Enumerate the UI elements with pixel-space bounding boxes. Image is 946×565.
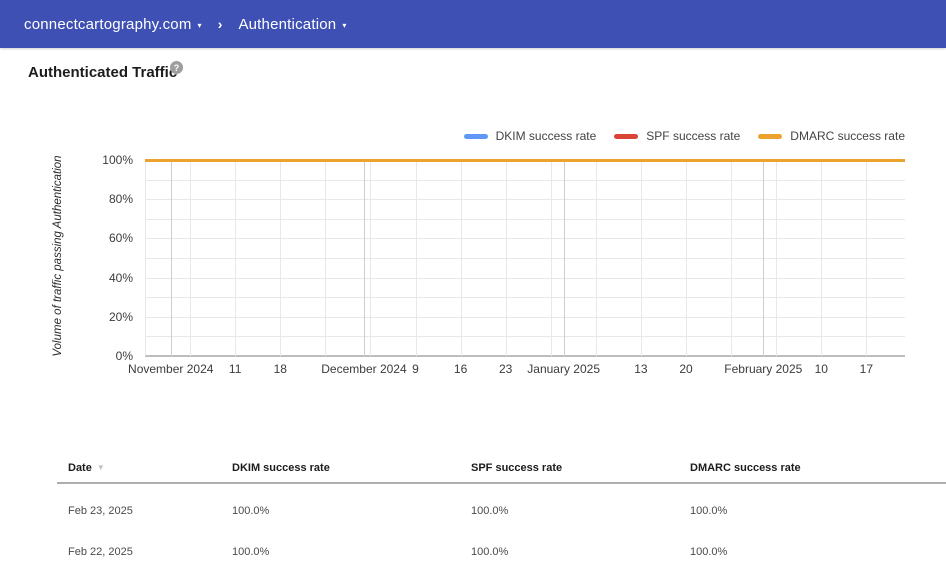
column-header-dmarc-success-rate[interactable]: DMARC success rate bbox=[690, 462, 801, 474]
x-axis-line bbox=[145, 355, 905, 357]
rate-cell: 100.0% bbox=[690, 546, 727, 558]
v-gridline bbox=[370, 160, 371, 356]
h-gridline bbox=[145, 238, 905, 239]
section-selector-label: Authentication bbox=[238, 16, 336, 33]
h-gridline bbox=[145, 219, 905, 220]
v-gridline bbox=[776, 160, 777, 356]
y-tick-label: 80% bbox=[85, 192, 133, 206]
x-tick-label: 17 bbox=[801, 362, 931, 376]
rate-cell: 100.0% bbox=[232, 505, 269, 517]
month-gridline bbox=[763, 160, 764, 356]
y-tick-label: 0% bbox=[85, 349, 133, 363]
y-tick-label: 20% bbox=[85, 310, 133, 324]
rate-cell: 100.0% bbox=[471, 505, 508, 517]
h-gridline bbox=[145, 199, 905, 200]
y-axis-line bbox=[145, 160, 146, 356]
h-gridline bbox=[145, 297, 905, 298]
chart-legend: DKIM success rate SPF success rate DMARC s… bbox=[464, 129, 905, 143]
v-gridline bbox=[821, 160, 822, 356]
legend-swatch bbox=[758, 134, 782, 139]
h-gridline bbox=[145, 278, 905, 279]
chevron-down-icon: ▾ bbox=[198, 21, 202, 30]
rate-cell: 100.0% bbox=[471, 546, 508, 558]
y-tick-label: 40% bbox=[85, 271, 133, 285]
chevron-down-icon: ▾ bbox=[342, 21, 346, 30]
column-header-date[interactable]: Date▼ bbox=[68, 462, 105, 474]
page-title: Authenticated Traffic bbox=[28, 64, 177, 81]
h-gridline bbox=[145, 336, 905, 337]
v-gridline bbox=[190, 160, 191, 356]
v-gridline bbox=[461, 160, 462, 356]
rate-cell: 100.0% bbox=[690, 505, 727, 517]
v-gridline bbox=[506, 160, 507, 356]
postmaster-dashboard: connectcartography.com ▾ › Authenticatio… bbox=[0, 0, 946, 565]
h-gridline bbox=[145, 317, 905, 318]
breadcrumb-separator-icon: › bbox=[218, 16, 223, 32]
domain-selector-label: connectcartography.com bbox=[24, 16, 192, 33]
legend-label: SPF success rate bbox=[646, 129, 740, 143]
legend-swatch bbox=[614, 134, 638, 139]
h-gridline bbox=[145, 180, 905, 181]
row-date-cell: Feb 22, 2025 bbox=[68, 546, 133, 558]
domain-selector[interactable]: connectcartography.com ▾ bbox=[24, 16, 202, 33]
h-gridline bbox=[145, 258, 905, 259]
legend-label: DMARC success rate bbox=[790, 129, 905, 143]
v-gridline bbox=[641, 160, 642, 356]
v-gridline bbox=[235, 160, 236, 356]
row-date-cell: Feb 23, 2025 bbox=[68, 505, 133, 517]
legend-label: DKIM success rate bbox=[496, 129, 597, 143]
rate-cell: 100.0% bbox=[232, 546, 269, 558]
month-gridline bbox=[171, 160, 172, 356]
legend-item-dkim: DKIM success rate bbox=[464, 129, 597, 143]
v-gridline bbox=[280, 160, 281, 356]
sort-descending-icon[interactable]: ▼ bbox=[97, 463, 105, 472]
table-header-divider bbox=[57, 482, 946, 484]
y-axis-title: Volume of traffic passing Authentication bbox=[52, 136, 64, 376]
v-gridline bbox=[416, 160, 417, 356]
column-header-spf-success-rate[interactable]: SPF success rate bbox=[471, 462, 562, 474]
legend-swatch bbox=[464, 134, 488, 139]
help-icon[interactable]: ? bbox=[170, 61, 183, 74]
v-gridline bbox=[731, 160, 732, 356]
v-gridline bbox=[596, 160, 597, 356]
y-tick-label: 100% bbox=[85, 153, 133, 167]
month-gridline bbox=[564, 160, 565, 356]
v-gridline bbox=[866, 160, 867, 356]
section-selector[interactable]: Authentication ▾ bbox=[238, 16, 346, 33]
v-gridline bbox=[686, 160, 687, 356]
top-nav-bar: connectcartography.com ▾ › Authenticatio… bbox=[0, 0, 946, 48]
y-tick-label: 60% bbox=[85, 231, 133, 245]
v-gridline bbox=[325, 160, 326, 356]
series-line-dmarc bbox=[145, 159, 905, 162]
column-header-dkim-success-rate[interactable]: DKIM success rate bbox=[232, 462, 330, 474]
legend-item-dmarc: DMARC success rate bbox=[758, 129, 905, 143]
v-gridline bbox=[551, 160, 552, 356]
month-gridline bbox=[364, 160, 365, 356]
legend-item-spf: SPF success rate bbox=[614, 129, 740, 143]
